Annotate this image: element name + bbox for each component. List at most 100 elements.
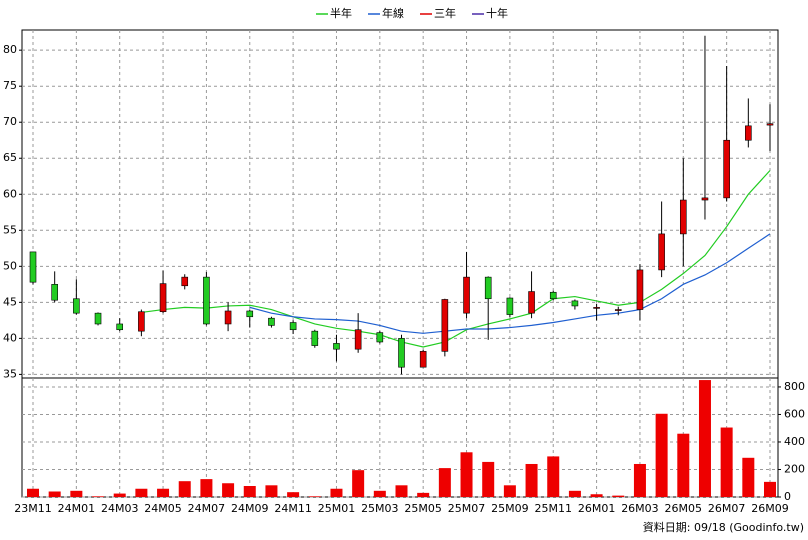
candle-body	[636, 269, 644, 310]
volume-bar	[655, 413, 668, 497]
candle-body	[484, 276, 492, 300]
volume-bar	[70, 490, 83, 497]
y-tick-label: 45	[3, 295, 17, 308]
volume-bar	[417, 492, 430, 497]
x-tick-label: 26M05	[665, 502, 703, 515]
candle-body	[138, 311, 145, 332]
legend-label: 十年	[486, 6, 508, 20]
candle-body	[549, 291, 557, 300]
candle-body	[94, 312, 102, 325]
volume-bar	[48, 491, 61, 497]
volume-bar	[438, 468, 451, 497]
x-tick-label: 24M03	[101, 502, 139, 515]
volume-bar	[764, 481, 776, 497]
x-tick-label: 25M07	[448, 502, 486, 515]
volume-bar	[568, 490, 581, 497]
candle-body	[398, 338, 405, 368]
x-tick-label: 25M03	[361, 502, 399, 515]
x-tick-label: 23M11	[14, 502, 52, 515]
volume-bar	[92, 496, 105, 497]
candle-body	[506, 297, 514, 315]
candle-body	[181, 276, 189, 287]
candle-body	[311, 330, 319, 346]
x-tick-label: 24M05	[144, 502, 182, 515]
candle-body	[203, 276, 210, 325]
volume-bar	[178, 481, 191, 497]
volume-bar	[612, 495, 625, 497]
candle-body	[116, 323, 124, 331]
candle-body	[701, 197, 709, 201]
y-tick-label: 35	[3, 367, 17, 380]
x-tick-label: 25M05	[404, 502, 442, 515]
volume-bar	[330, 488, 343, 497]
y-tick-label: 55	[3, 223, 17, 236]
volume-bar	[525, 463, 538, 497]
volume-bar	[698, 380, 711, 497]
volume-bar	[352, 470, 365, 497]
candle-body	[571, 300, 579, 307]
candle-body	[593, 307, 600, 309]
volume-bar	[157, 488, 170, 497]
candle-body	[766, 123, 774, 126]
candle-body	[224, 310, 232, 325]
volume-bar	[27, 488, 39, 497]
volume-bar	[308, 496, 321, 497]
ma-line	[141, 170, 771, 348]
y-tick-label: 40	[3, 331, 17, 344]
y2-tick-label: 600	[784, 407, 805, 420]
volume-bar	[135, 488, 148, 497]
ma-line	[249, 233, 771, 334]
volume-bar	[222, 483, 235, 497]
y2-tick-label: 800	[784, 380, 805, 393]
x-tick-label: 26M01	[578, 502, 616, 515]
y-tick-label: 80	[3, 43, 17, 56]
volume-bar	[590, 494, 603, 497]
candle-body	[51, 284, 58, 301]
volume-bar	[503, 485, 516, 497]
y-tick-label: 70	[3, 115, 17, 128]
candle-body	[679, 199, 687, 235]
volume-bar	[742, 457, 755, 497]
volume-bar	[482, 461, 495, 497]
volume-bar	[287, 492, 300, 497]
candle-body	[333, 343, 340, 350]
volume-bar	[460, 452, 473, 497]
candle-body	[268, 317, 275, 326]
plot-frame	[21, 29, 779, 498]
volume-bar	[395, 485, 408, 497]
volume-bar	[677, 433, 690, 497]
candle-body	[658, 233, 665, 271]
volume-bar	[113, 493, 126, 497]
volume-bar	[265, 485, 278, 497]
volume-bar	[633, 463, 646, 497]
candle-body	[723, 139, 730, 199]
candle-body	[73, 298, 80, 314]
x-tick-label: 25M09	[491, 502, 529, 515]
x-tick-label: 24M11	[274, 502, 312, 515]
volume-bar	[373, 490, 386, 497]
candle-body	[441, 299, 449, 352]
y-tick-label: 60	[3, 187, 17, 200]
footer: 資料日期: 09/18 (Goodinfo.tw)	[643, 520, 804, 534]
x-tick-label: 24M01	[58, 502, 96, 515]
y2-tick-label: 200	[784, 462, 805, 475]
candle-body	[745, 125, 752, 141]
candle-body	[419, 351, 427, 368]
y-tick-label: 75	[3, 79, 17, 92]
candle-body	[289, 322, 297, 331]
candle-body	[354, 329, 362, 350]
x-tick-label: 26M09	[751, 502, 789, 515]
y-tick-label: 50	[3, 259, 17, 272]
candle-body	[29, 251, 37, 283]
candle-body	[463, 276, 470, 314]
candle-body	[614, 309, 622, 311]
candle-body	[159, 283, 167, 313]
candle-body	[528, 291, 535, 314]
volume-bar	[720, 427, 733, 497]
x-tick-label: 25M01	[318, 502, 356, 515]
y-tick-label: 65	[3, 151, 17, 164]
x-tick-label: 24M09	[231, 502, 269, 515]
legend-label: 年線	[382, 6, 404, 20]
volume-bar	[200, 479, 213, 497]
